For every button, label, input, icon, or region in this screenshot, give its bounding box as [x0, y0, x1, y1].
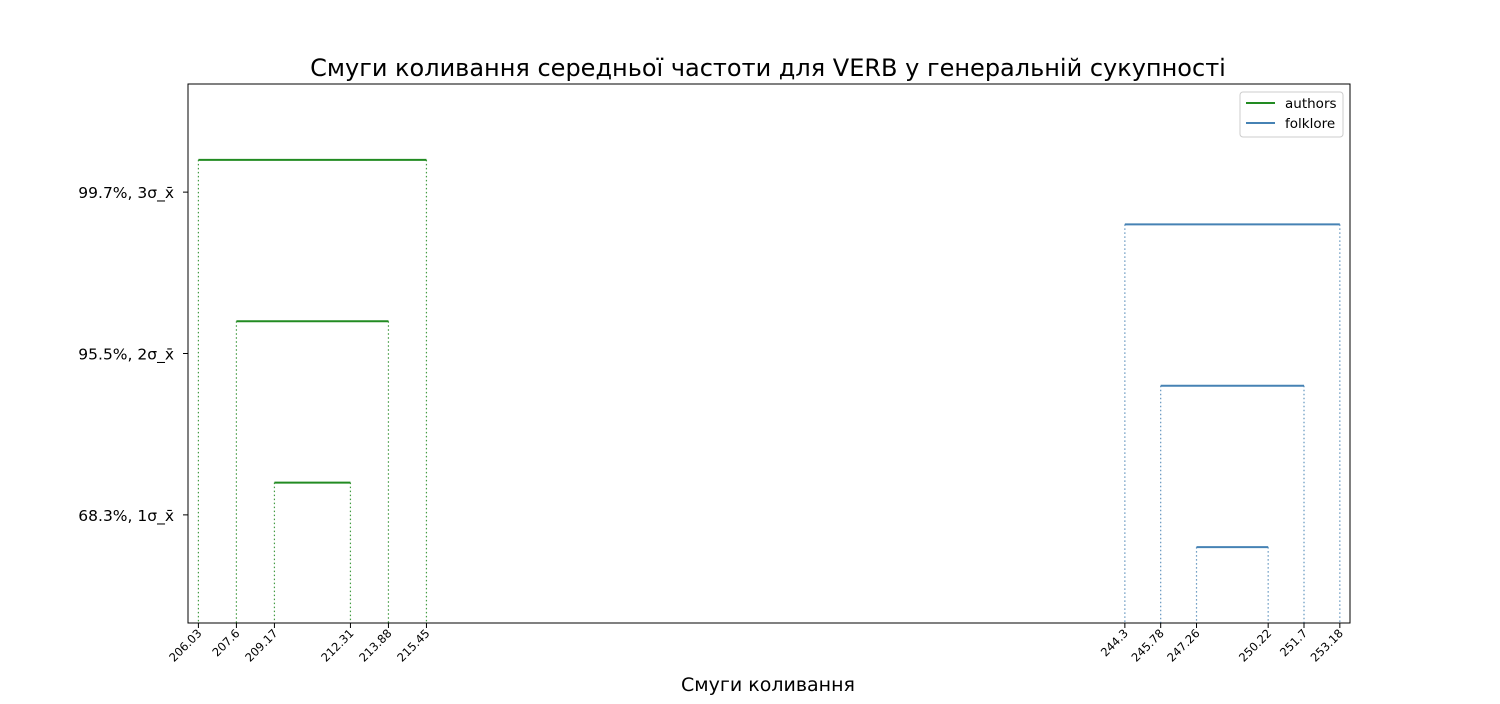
- legend: authors folklore: [1239, 91, 1344, 138]
- x-tick-label: 213.88: [356, 626, 394, 664]
- x-tick-label: 245.78: [1128, 626, 1166, 664]
- x-tick-label: 251.7: [1277, 626, 1310, 659]
- x-tick-label: 206.03: [166, 626, 204, 664]
- legend-label-folklore: folklore: [1285, 116, 1335, 132]
- legend-label-authors: authors: [1285, 96, 1337, 112]
- x-axis: 206.03 207.6 209.17 212.31 213.88 215.45 244.3…: [166, 623, 1346, 665]
- x-tick-label: 207.6: [209, 626, 242, 659]
- plot-frame: [187, 83, 1351, 624]
- chart-marks: [197, 158, 1341, 623]
- x-tick-label: 250.22: [1236, 626, 1274, 664]
- y-tick-label: 95.5%, 2σ_x̄: [78, 346, 174, 365]
- x-axis-label: Смуги коливання: [681, 674, 855, 696]
- x-tick-label: 209.17: [242, 626, 280, 664]
- x-tick-label: 244.3: [1098, 626, 1131, 659]
- x-tick-label: 215.45: [394, 626, 432, 664]
- x-tick-label: 253.18: [1308, 626, 1346, 664]
- y-tick-label: 68.3%, 1σ_x̄: [78, 507, 174, 526]
- x-tick-label: 247.26: [1164, 626, 1202, 664]
- x-tick-label: 212.31: [318, 626, 356, 664]
- y-axis: 68.3%, 1σ_x̄ 95.5%, 2σ_x̄ 99.7%, 3σ_x̄: [78, 184, 188, 526]
- y-tick-label: 99.7%, 3σ_x̄: [78, 184, 174, 203]
- chart-title: Смуги коливання середньої частоти для VE…: [310, 54, 1226, 82]
